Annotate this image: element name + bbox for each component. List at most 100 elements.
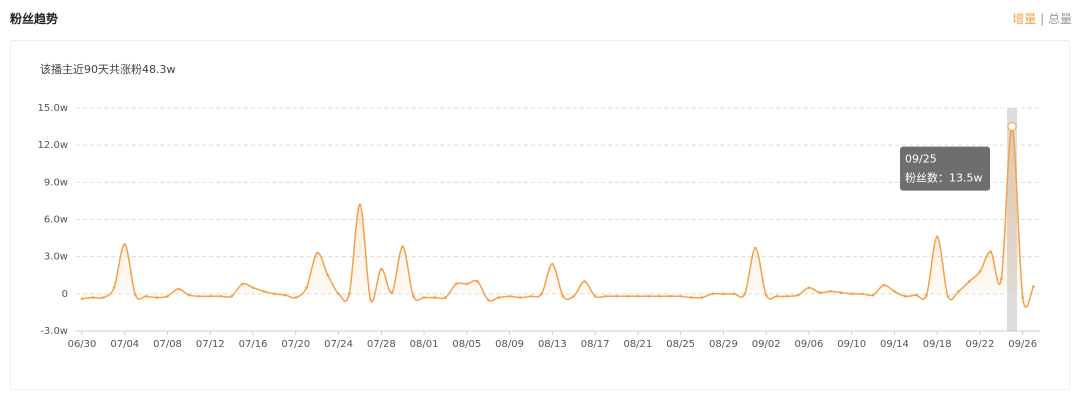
point <box>444 296 447 299</box>
point <box>241 282 244 286</box>
point <box>358 203 362 206</box>
point <box>123 242 127 246</box>
point <box>967 280 971 283</box>
x-tick-label: 07/24 <box>324 339 353 350</box>
point <box>989 250 992 254</box>
point <box>80 297 84 301</box>
point <box>711 292 715 296</box>
x-tick-label: 09/22 <box>966 339 995 350</box>
point <box>102 296 105 299</box>
point <box>722 292 725 296</box>
point <box>497 296 501 299</box>
x-tick-label: 06/30 <box>68 339 97 350</box>
separator: | <box>1040 12 1045 26</box>
point <box>262 290 266 293</box>
point <box>572 295 576 298</box>
point <box>326 273 330 277</box>
point <box>839 291 843 294</box>
x-tick-label: 08/25 <box>666 339 695 350</box>
point <box>914 293 918 297</box>
point <box>935 235 939 239</box>
point <box>144 295 148 298</box>
point <box>679 295 682 298</box>
x-tick-label: 08/09 <box>495 339 524 350</box>
card <box>10 40 1070 390</box>
point <box>893 290 896 293</box>
point <box>294 296 298 299</box>
point <box>283 293 287 297</box>
point <box>561 295 565 298</box>
point <box>764 293 768 297</box>
line <box>81 125 1035 308</box>
point <box>1021 296 1025 299</box>
x-tick-label: 07/16 <box>239 339 268 350</box>
point <box>903 295 907 298</box>
toggle-increment[interactable]: 增量 <box>1012 12 1037 26</box>
point <box>134 293 137 297</box>
point <box>508 295 511 298</box>
point <box>625 295 629 298</box>
point <box>347 292 351 296</box>
point <box>796 293 800 297</box>
point <box>412 295 415 298</box>
point <box>593 295 597 298</box>
point <box>337 292 340 296</box>
x-tick-label: 07/28 <box>367 339 396 350</box>
point <box>486 298 490 302</box>
point <box>807 286 811 289</box>
x-tick-label: 08/17 <box>581 339 610 350</box>
point <box>850 292 853 296</box>
x-tick-label: 08/01 <box>410 339 439 350</box>
point <box>657 295 661 298</box>
point <box>775 295 779 298</box>
point <box>166 295 169 298</box>
point <box>390 291 394 294</box>
point <box>476 280 479 283</box>
point <box>786 295 789 298</box>
point <box>380 267 383 271</box>
x-tick-label: 08/21 <box>623 339 652 350</box>
x-tick-label: 09/02 <box>752 339 781 350</box>
point <box>978 270 982 273</box>
x-tick-label: 09/18 <box>923 339 952 350</box>
point <box>454 282 458 286</box>
point <box>540 292 543 296</box>
point <box>882 283 886 287</box>
point <box>465 282 469 286</box>
x-tick-label: 09/06 <box>795 339 824 350</box>
section-title: 粉丝趋势 <box>10 12 59 26</box>
tooltip-title: 09/25 <box>905 153 937 166</box>
point <box>615 295 618 298</box>
point <box>305 286 308 289</box>
point <box>668 295 672 298</box>
point <box>91 296 94 299</box>
x-tick-label: 08/29 <box>709 339 738 350</box>
toggle-total[interactable]: 总量 <box>1047 12 1072 26</box>
point <box>957 290 960 293</box>
point <box>251 286 255 289</box>
x-tick-label: 07/08 <box>153 339 182 350</box>
point <box>176 287 180 291</box>
y-tick-label: 6.0w <box>44 215 68 226</box>
tooltip-label: 粉丝数：13.5w <box>905 172 983 185</box>
point <box>273 292 276 296</box>
point <box>1007 122 1017 132</box>
point <box>208 295 212 298</box>
point <box>647 295 650 298</box>
y-tick-label: 3.0w <box>44 252 68 263</box>
y-tick-label: 9.0w <box>44 177 68 188</box>
point <box>155 296 159 299</box>
point <box>754 246 757 250</box>
tooltip-box <box>900 146 991 191</box>
point <box>1000 277 1003 281</box>
x-tick-label: 07/20 <box>281 339 310 350</box>
x-tick-label: 09/14 <box>880 339 909 350</box>
subtitle: 该播主近90天共涨粉48.3w <box>40 62 176 76</box>
point <box>690 296 693 299</box>
x-tick-label: 09/10 <box>837 339 866 350</box>
point <box>861 292 864 296</box>
y-tick-label: -3.0w <box>40 326 68 337</box>
point <box>818 291 821 294</box>
